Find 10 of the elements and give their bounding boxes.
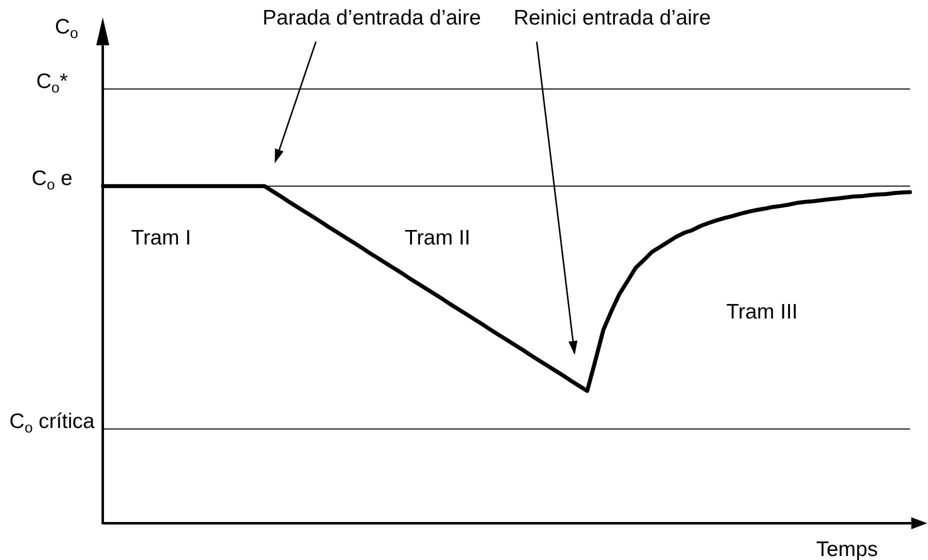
ref-line-label: C$_{o}$* bbox=[36, 70, 68, 96]
annotation: Tram I bbox=[131, 226, 192, 250]
ref-line-label: C$_{o}$ e bbox=[32, 167, 72, 194]
text: C$_{o}$ bbox=[54, 15, 78, 42]
annotation: Tram II bbox=[404, 226, 470, 250]
annotation: Tram III bbox=[726, 300, 798, 324]
x-axis-title: Temps bbox=[816, 538, 878, 560]
text: Reinici entrada d’aire bbox=[514, 6, 711, 30]
ref-line-label: C$_{o}$ crítica bbox=[9, 410, 95, 436]
text: Parada d’entrada d’aire bbox=[262, 6, 481, 30]
